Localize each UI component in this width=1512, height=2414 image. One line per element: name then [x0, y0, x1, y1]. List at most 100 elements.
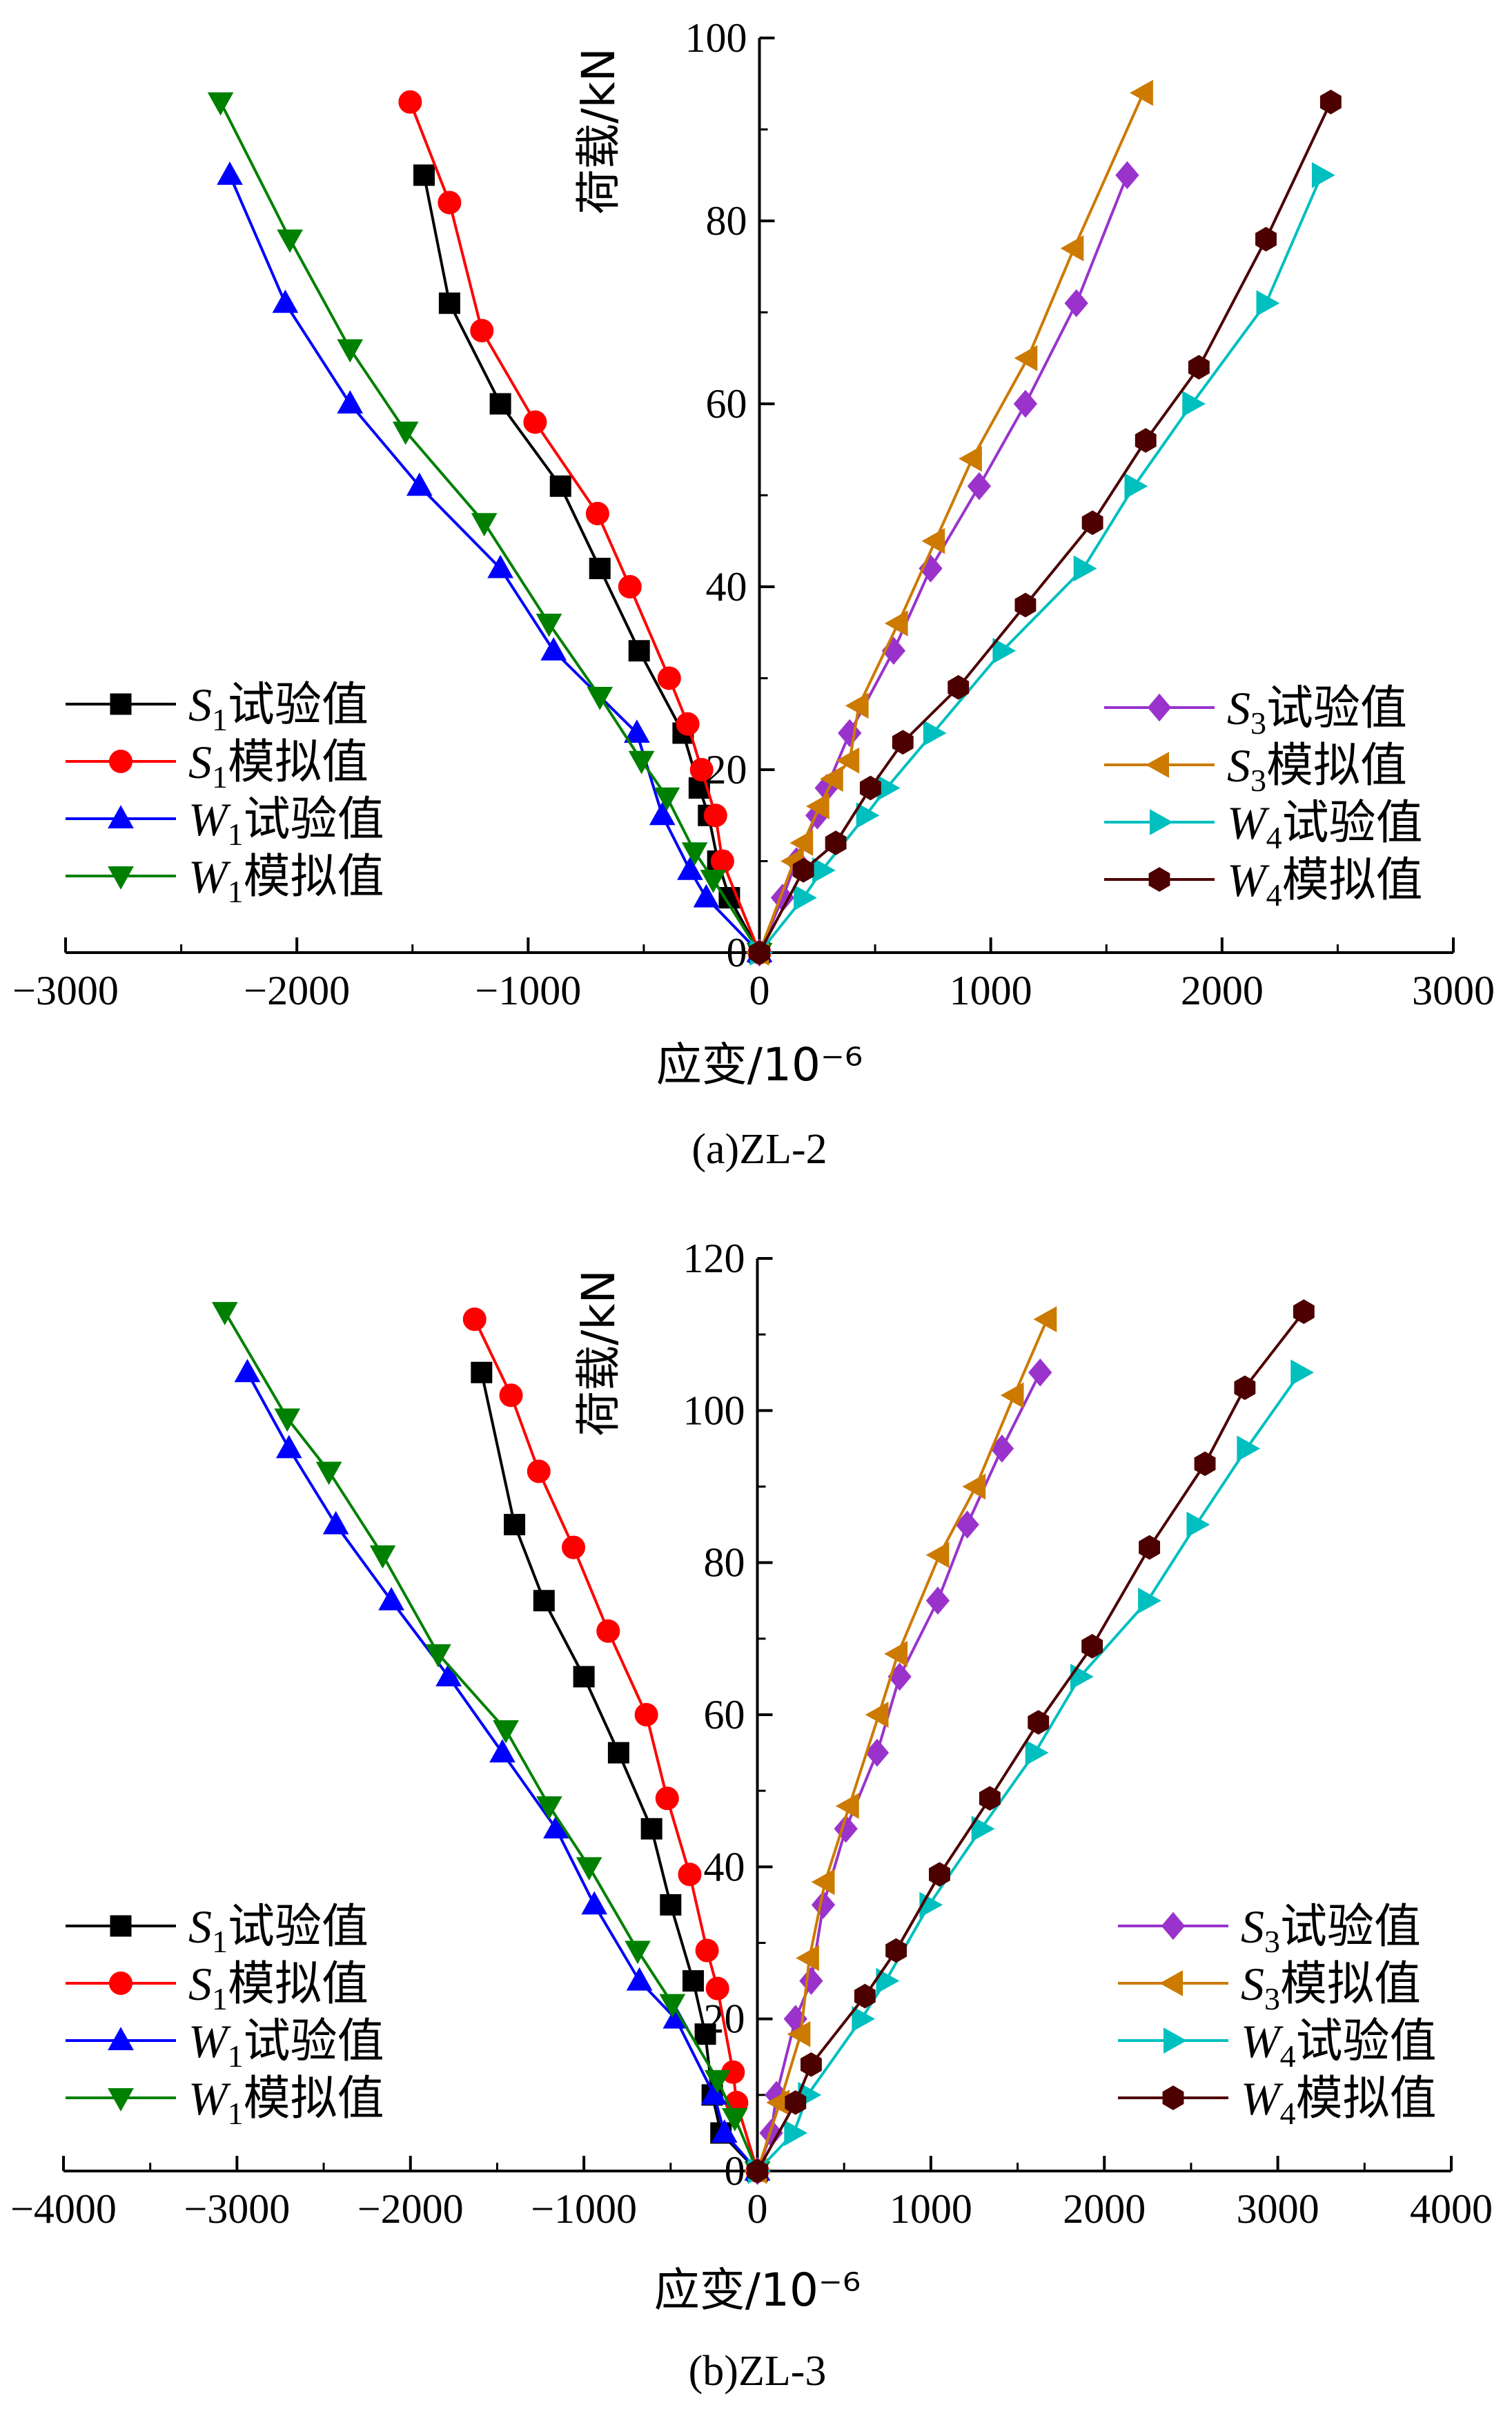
- y-tick-label: 100: [683, 1388, 745, 1433]
- data-point: [654, 787, 680, 811]
- data-point: [711, 2119, 738, 2143]
- legend-item: S1模拟值: [66, 1957, 369, 2016]
- data-point: [700, 870, 727, 893]
- x-tick-label: −4000: [10, 2186, 117, 2232]
- data-point: [852, 2005, 876, 2032]
- y-tick-label: 80: [704, 1540, 745, 1586]
- data-point: [854, 1983, 876, 2009]
- data-point: [992, 637, 1017, 664]
- data-point: [438, 292, 460, 314]
- series-line: [480, 1372, 758, 2172]
- data-point: [785, 2090, 807, 2115]
- data-point: [694, 2023, 716, 2045]
- legend-item: W4模拟值: [1118, 2072, 1437, 2131]
- data-point: [272, 289, 299, 313]
- y-tick-label: 60: [706, 381, 747, 427]
- data-point: [1081, 1634, 1103, 1659]
- data-point: [1115, 161, 1139, 190]
- chart-caption: (b)ZL-3: [689, 2348, 827, 2395]
- legend-marker: [1161, 1911, 1186, 1940]
- x-tick-label: −1000: [531, 2186, 637, 2232]
- data-point: [1014, 344, 1038, 371]
- data-point: [398, 90, 422, 114]
- data-point: [277, 229, 303, 253]
- legend-marker: [110, 693, 132, 715]
- data-point: [1256, 290, 1280, 317]
- data-point: [536, 614, 562, 637]
- data-point: [796, 1945, 819, 1972]
- data-point: [587, 687, 613, 710]
- legend-marker: [1159, 1970, 1183, 1996]
- data-point: [892, 730, 914, 755]
- data-point: [682, 1970, 704, 1992]
- data-point: [628, 640, 650, 662]
- data-point: [845, 692, 869, 719]
- x-tick-label: −2000: [244, 968, 350, 1013]
- data-point: [1255, 226, 1277, 252]
- x-tick-label: 0: [749, 968, 770, 1013]
- legend-label: W4模拟值: [1227, 853, 1423, 913]
- legend-item: S1试验值: [66, 1900, 369, 1959]
- data-point: [929, 1862, 950, 1887]
- data-point: [628, 750, 655, 775]
- legend-label: S1试验值: [188, 678, 369, 737]
- data-point: [721, 2108, 748, 2132]
- data-point: [678, 1862, 702, 1887]
- legend-label: S1模拟值: [188, 1957, 369, 2016]
- data-point: [523, 410, 547, 434]
- data-point: [625, 1940, 651, 1965]
- data-point: [865, 1738, 890, 1767]
- legend-marker: [108, 2027, 134, 2050]
- data-point: [1124, 473, 1148, 500]
- series-w4-test: [747, 1359, 1315, 2184]
- data-point: [884, 1641, 908, 1667]
- data-point: [971, 1816, 995, 1842]
- y-tick-label: 40: [706, 564, 747, 610]
- data-point: [799, 1967, 823, 1995]
- data-point: [596, 1619, 620, 1643]
- legend-label: W1试验值: [188, 792, 384, 852]
- data-point: [392, 421, 419, 445]
- data-point: [689, 758, 714, 781]
- data-point: [1194, 1451, 1216, 1477]
- data-point: [700, 2081, 727, 2105]
- data-point: [676, 712, 700, 736]
- data-point: [1025, 1740, 1049, 1766]
- data-point: [1028, 1710, 1050, 1735]
- x-tick-label: 3000: [1237, 2186, 1319, 2232]
- legend-marker: [108, 805, 134, 828]
- data-point: [1237, 1435, 1261, 1462]
- data-point: [438, 191, 462, 215]
- data-point: [562, 1535, 586, 1559]
- data-point: [406, 472, 433, 496]
- y-tick-label: 120: [683, 1236, 745, 1281]
- data-point: [836, 747, 860, 774]
- y-axis-title: 荷载/kN: [572, 48, 625, 215]
- data-point: [536, 1796, 562, 1820]
- legend-label: S3模拟值: [1227, 739, 1407, 798]
- data-point: [660, 1894, 682, 1916]
- legend-marker: [110, 1915, 132, 1937]
- data-point: [856, 802, 880, 829]
- data-point: [921, 527, 945, 554]
- data-point: [549, 475, 571, 497]
- x-tick-label: 3000: [1412, 968, 1495, 1013]
- legend-marker: [109, 1972, 132, 1995]
- data-point: [504, 1514, 526, 1536]
- x-tick-label: −1000: [475, 968, 581, 1013]
- legend-marker: [1164, 2027, 1187, 2054]
- data-point: [655, 1787, 679, 1811]
- data-point: [859, 775, 881, 801]
- data-point: [1130, 79, 1153, 106]
- legend-label: S1试验值: [188, 1900, 369, 1959]
- data-point: [1033, 1306, 1057, 1332]
- data-point: [923, 720, 947, 746]
- x-axis-title: 应变/10⁻⁶: [654, 2264, 861, 2317]
- data-point: [540, 636, 567, 661]
- data-point: [624, 719, 650, 743]
- data-point: [925, 1586, 950, 1615]
- data-point: [789, 830, 814, 856]
- data-point: [681, 842, 708, 866]
- data-point: [581, 1891, 608, 1915]
